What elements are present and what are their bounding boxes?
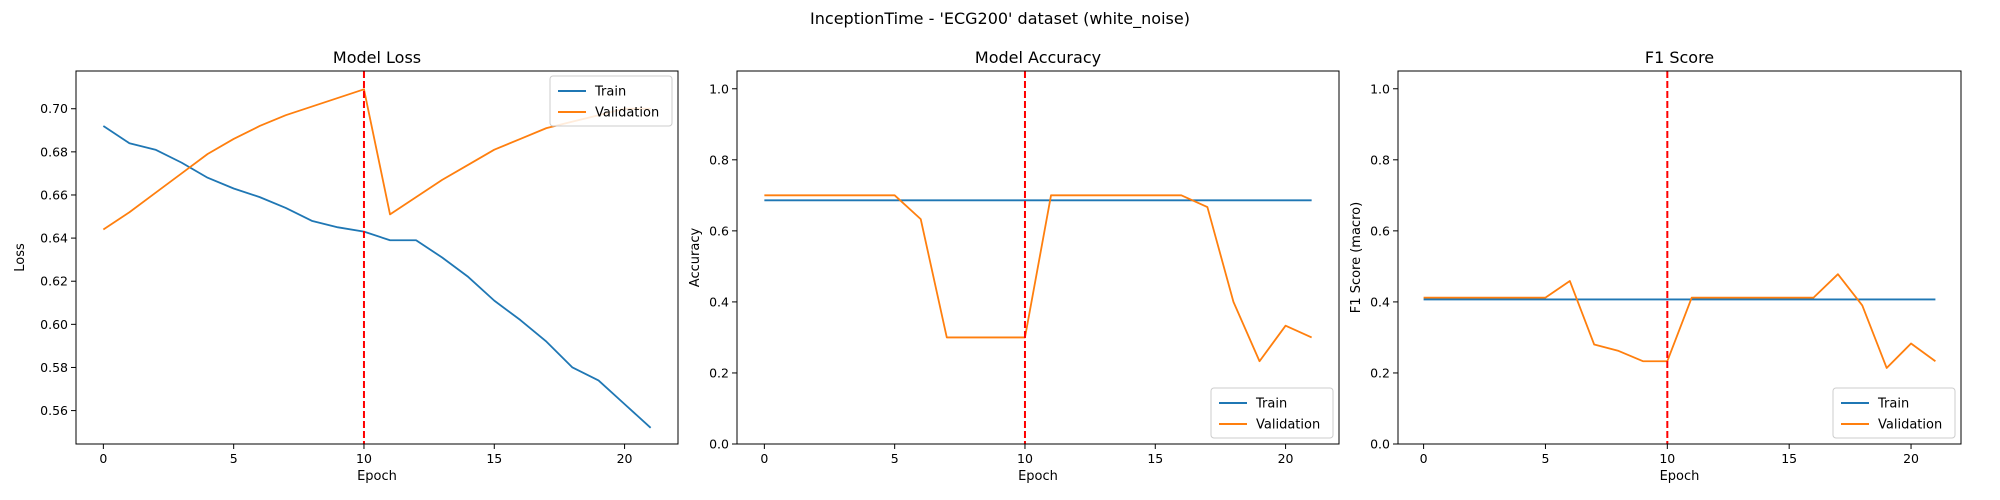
legend-label-validation: Validation — [595, 106, 659, 121]
y-tick-label: 0.0 — [1370, 437, 1390, 452]
legend-box — [1210, 387, 1334, 439]
legend-label-train: Train — [1255, 397, 1287, 412]
y-tick-label: 1.0 — [1370, 81, 1390, 96]
x-tick-label: 20 — [617, 451, 633, 466]
axes-frame — [736, 70, 1340, 445]
y-tick-label: 0.60 — [40, 317, 68, 332]
series-line-validation — [1423, 273, 1936, 369]
y-tick-label: 0.64 — [40, 231, 68, 246]
legend: Train Validation — [1832, 387, 1956, 439]
figure-suptitle: InceptionTime - 'ECG200' dataset (white_… — [810, 9, 1190, 29]
x-tick-label: 0 — [1420, 451, 1428, 466]
axes-frame — [1397, 70, 1962, 445]
x-tick-label: 15 — [1781, 451, 1797, 466]
x-axis-label: Epoch — [1660, 469, 1700, 484]
y-tick-label: 0.58 — [40, 360, 68, 375]
subplot-2: 0 5 10 15 20 0.0 0.2 0.4 0.6 0.8 1.0 Model Accuracy… — [688, 48, 1340, 484]
y-tick-label: 0.4 — [709, 294, 729, 309]
x-tick-label: 20 — [1903, 451, 1919, 466]
legend-label-train: Train — [594, 85, 626, 100]
x-tick-label: 5 — [230, 451, 238, 466]
subplot-3: 0 5 10 15 20 0.0 0.2 0.4 0.6 0.8 1.0 F1 Score Epoch F… — [1349, 48, 1962, 484]
x-tick-label: 15 — [486, 451, 502, 466]
x-tick-label: 5 — [1541, 451, 1549, 466]
y-tick-label: 0.70 — [40, 101, 68, 116]
y-tick-label: 0.62 — [40, 274, 68, 289]
subplot-title: Model Loss — [333, 48, 421, 67]
plot-area — [737, 71, 1339, 444]
x-tick-label: 10 — [1017, 451, 1033, 466]
subplots: 0 5 10 15 200.560.580.600.620.640.660.680.70… — [13, 48, 1962, 484]
y-tick-label: 0.2 — [709, 365, 729, 380]
x-tick-label: 5 — [891, 451, 899, 466]
x-tick-label: 10 — [1659, 451, 1675, 466]
plot-area — [1398, 71, 1961, 444]
y-tick-label: 0.56 — [40, 403, 68, 418]
y-tick-label: 0.6 — [1370, 223, 1390, 238]
subplot-title: Model Accuracy — [975, 48, 1101, 67]
legend: Train Validation — [549, 75, 673, 127]
y-tick-label: 0.4 — [1370, 294, 1390, 309]
x-tick-label: 0 — [99, 451, 107, 466]
x-axis-label: Epoch — [357, 469, 397, 484]
axes-frame — [75, 70, 679, 445]
legend-label-train: Train — [1877, 397, 1909, 412]
y-tick-label: 0.8 — [1370, 152, 1390, 167]
plot-area — [76, 71, 678, 444]
legend-label-validation: Validation — [1878, 418, 1942, 433]
y-axis-label: Loss — [13, 243, 28, 272]
subplot-1: 0 5 10 15 20 0.56 0.58 0.60 0.62 0.64 0.66 0.68 0.70… — [13, 48, 679, 484]
subplot-title: F1 Score — [1645, 48, 1714, 67]
x-tick-label: 15 — [1147, 451, 1163, 466]
legend-box — [549, 75, 673, 127]
y-tick-label: 0.2 — [1370, 365, 1390, 380]
y-tick-label: 0.8 — [709, 152, 729, 167]
y-axis-label: Accuracy — [688, 228, 703, 288]
x-tick-label: 10 — [356, 451, 372, 466]
legend: Train Validation — [1210, 387, 1334, 439]
y-tick-label: 1.0 — [709, 81, 729, 96]
series-line-validation — [764, 194, 1313, 363]
x-tick-label: 20 — [1278, 451, 1294, 466]
y-tick-label: 0.0 — [709, 437, 729, 452]
x-axis-label: Epoch — [1018, 469, 1058, 484]
x-tick-label: 0 — [760, 451, 768, 466]
series-line-train — [102, 125, 652, 429]
y-axis-label: F1 Score (macro) — [1349, 202, 1364, 313]
legend-label-validation: Validation — [1256, 418, 1320, 433]
y-tick-label: 0.6 — [709, 223, 729, 238]
legend-box — [1832, 387, 1956, 439]
y-tick-label: 0.68 — [40, 144, 68, 159]
y-tick-label: 0.66 — [40, 187, 68, 202]
